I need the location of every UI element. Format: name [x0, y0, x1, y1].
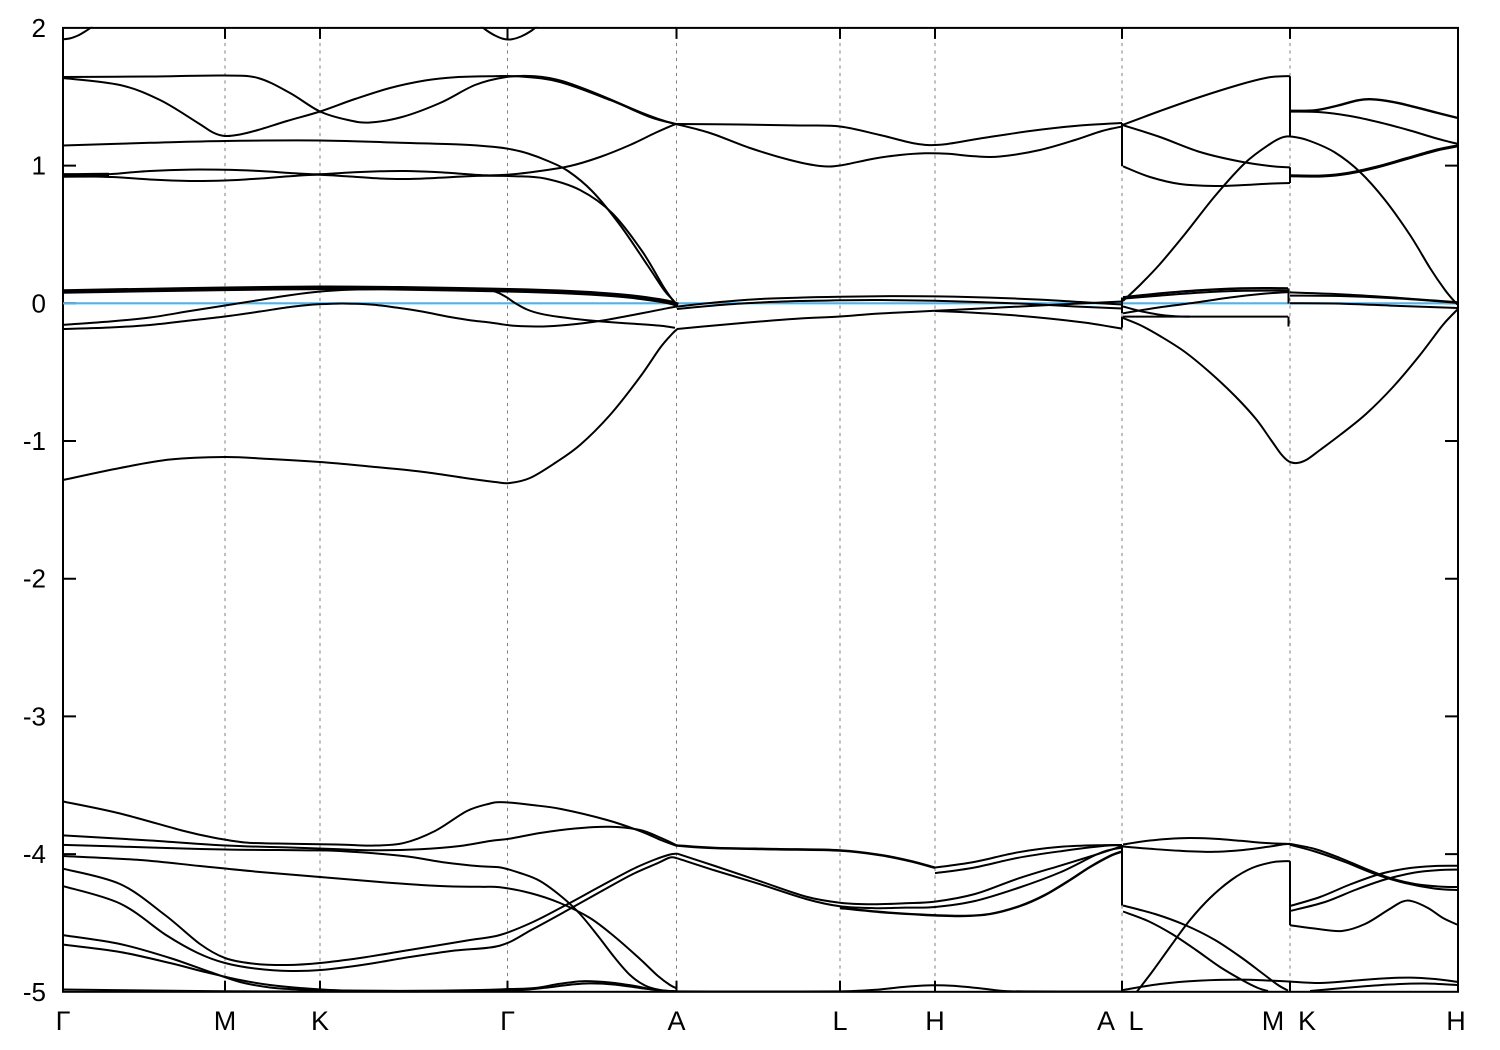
svg-text:2: 2 — [32, 13, 46, 43]
svg-text:-3: -3 — [23, 701, 46, 731]
svg-text:H: H — [1446, 1006, 1466, 1036]
svg-text:L: L — [1128, 1006, 1143, 1036]
svg-text:Γ: Γ — [500, 1006, 515, 1036]
svg-text:H: H — [925, 1006, 945, 1036]
svg-text:L: L — [832, 1006, 847, 1036]
svg-text:-4: -4 — [23, 839, 46, 869]
svg-text:A: A — [1097, 1006, 1115, 1036]
svg-text:0: 0 — [32, 288, 46, 318]
svg-text:Γ: Γ — [56, 1006, 71, 1036]
svg-text:-5: -5 — [23, 977, 46, 1007]
svg-text:M: M — [1262, 1006, 1285, 1036]
svg-text:-1: -1 — [23, 426, 46, 456]
svg-text:K: K — [1298, 1006, 1316, 1036]
svg-text:A: A — [667, 1006, 685, 1036]
svg-text:-2: -2 — [23, 564, 46, 594]
svg-text:K: K — [311, 1006, 329, 1036]
svg-text:M: M — [214, 1006, 237, 1036]
svg-text:1: 1 — [32, 151, 46, 181]
